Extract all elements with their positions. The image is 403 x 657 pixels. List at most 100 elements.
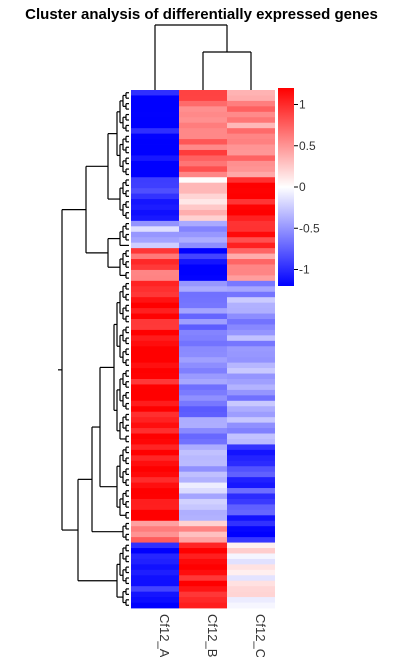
heatmap-cell	[227, 569, 275, 576]
heatmap-cell	[131, 351, 179, 358]
heatmap-cell	[131, 548, 179, 554]
heatmap-cell	[227, 498, 275, 505]
scale-tick-label: 0	[299, 180, 306, 194]
heatmap-cell	[179, 100, 227, 107]
heatmap-cell	[179, 384, 227, 391]
heatmap-cell	[179, 515, 227, 522]
heatmap-cell	[131, 471, 179, 478]
heatmap-cell	[179, 389, 227, 396]
heatmap-cell	[227, 488, 275, 494]
heatmap-cell	[227, 215, 275, 222]
heatmap-cell	[227, 248, 275, 254]
heatmap-cell	[131, 449, 179, 456]
heatmap-cell	[131, 226, 179, 233]
heatmap-cell	[131, 488, 179, 494]
heatmap-cell	[131, 329, 179, 336]
heatmap-cell	[131, 569, 179, 576]
heatmap-cell	[179, 149, 227, 156]
heatmap-cell	[179, 542, 227, 549]
heatmap-cell	[227, 493, 275, 500]
heatmap-cell	[227, 471, 275, 478]
heatmap-cell	[179, 597, 227, 603]
heatmap-cell	[227, 537, 275, 543]
heatmap-cell	[179, 553, 227, 560]
heatmap-cell	[179, 259, 227, 265]
heatmap-cell	[179, 504, 227, 511]
heatmap-cell	[227, 259, 275, 265]
heatmap-cell	[131, 90, 179, 96]
heatmap-cell	[227, 264, 275, 271]
heatmap-cell	[179, 193, 227, 200]
heatmap-cell	[179, 537, 227, 543]
heatmap-cell	[179, 117, 227, 124]
heatmap-cell	[179, 575, 227, 582]
heatmap-cell	[179, 139, 227, 145]
heatmap-cell	[227, 280, 275, 287]
heatmap-cell	[179, 411, 227, 418]
heatmap-cell	[179, 166, 227, 173]
heatmap-cell	[131, 422, 179, 429]
heatmap-cell	[227, 160, 275, 167]
heatmap-cell	[179, 493, 227, 500]
heatmap-cell	[131, 433, 179, 440]
heatmap-cell	[179, 455, 227, 462]
heatmap-cell	[179, 406, 227, 413]
heatmap-cell	[131, 242, 179, 249]
heatmap-cell	[179, 602, 227, 609]
heatmap-cell	[179, 144, 227, 151]
heatmap-cell	[131, 406, 179, 413]
heatmap-cell	[179, 253, 227, 260]
heatmap-cell	[179, 231, 227, 238]
heatmap-cell	[131, 542, 179, 549]
heatmap-cell	[179, 90, 227, 96]
heatmap-cell	[179, 133, 227, 140]
color-scale-bar	[278, 88, 294, 286]
heatmap-cell	[227, 438, 275, 445]
heatmap-cell	[131, 482, 179, 489]
heatmap-cell	[227, 166, 275, 173]
heatmap-cell	[179, 520, 227, 527]
heatmap-cell	[131, 368, 179, 374]
heatmap-cell	[131, 460, 179, 467]
heatmap-cell	[227, 351, 275, 358]
heatmap-cell	[131, 269, 179, 276]
column-label: Cf12_C	[253, 614, 268, 657]
heatmap-cell	[131, 297, 179, 304]
heatmap-cell	[227, 335, 275, 342]
heatmap-cell	[227, 548, 275, 554]
heatmap-cell	[179, 444, 227, 451]
heatmap-cell	[131, 264, 179, 271]
heatmap-cell	[227, 433, 275, 440]
heatmap-cell	[131, 395, 179, 402]
heatmap-cell	[131, 193, 179, 200]
heatmap-cell	[227, 460, 275, 467]
heatmap-cell	[227, 188, 275, 194]
heatmap-cell	[131, 558, 179, 565]
heatmap-cell	[179, 204, 227, 211]
heatmap-cell	[179, 264, 227, 271]
heatmap-cell	[131, 215, 179, 222]
column-labels: Cf12_A Cf12_B Cf12_C	[157, 614, 268, 657]
heatmap-cell	[131, 531, 179, 538]
heatmap-cell	[227, 95, 275, 102]
heatmap-cell	[227, 444, 275, 451]
heatmap-cell	[227, 591, 275, 598]
heatmap-cell	[227, 602, 275, 609]
heatmap-cell	[227, 362, 275, 369]
heatmap-cell	[131, 373, 179, 380]
heatmap-cell	[179, 449, 227, 456]
heatmap-cell	[131, 504, 179, 511]
heatmap-cell	[179, 280, 227, 287]
heatmap-cell	[227, 90, 275, 96]
heatmap-cell	[179, 564, 227, 571]
heatmap-cell	[179, 417, 227, 424]
heatmap-cell	[227, 482, 275, 489]
heatmap-cell	[179, 177, 227, 184]
heatmap-cell	[227, 324, 275, 331]
heatmap-cells	[131, 90, 275, 609]
heatmap-cell	[131, 155, 179, 162]
heatmap-cell	[131, 286, 179, 293]
heatmap-cell	[179, 498, 227, 505]
heatmap-cell	[179, 155, 227, 162]
heatmap-cell	[179, 471, 227, 478]
